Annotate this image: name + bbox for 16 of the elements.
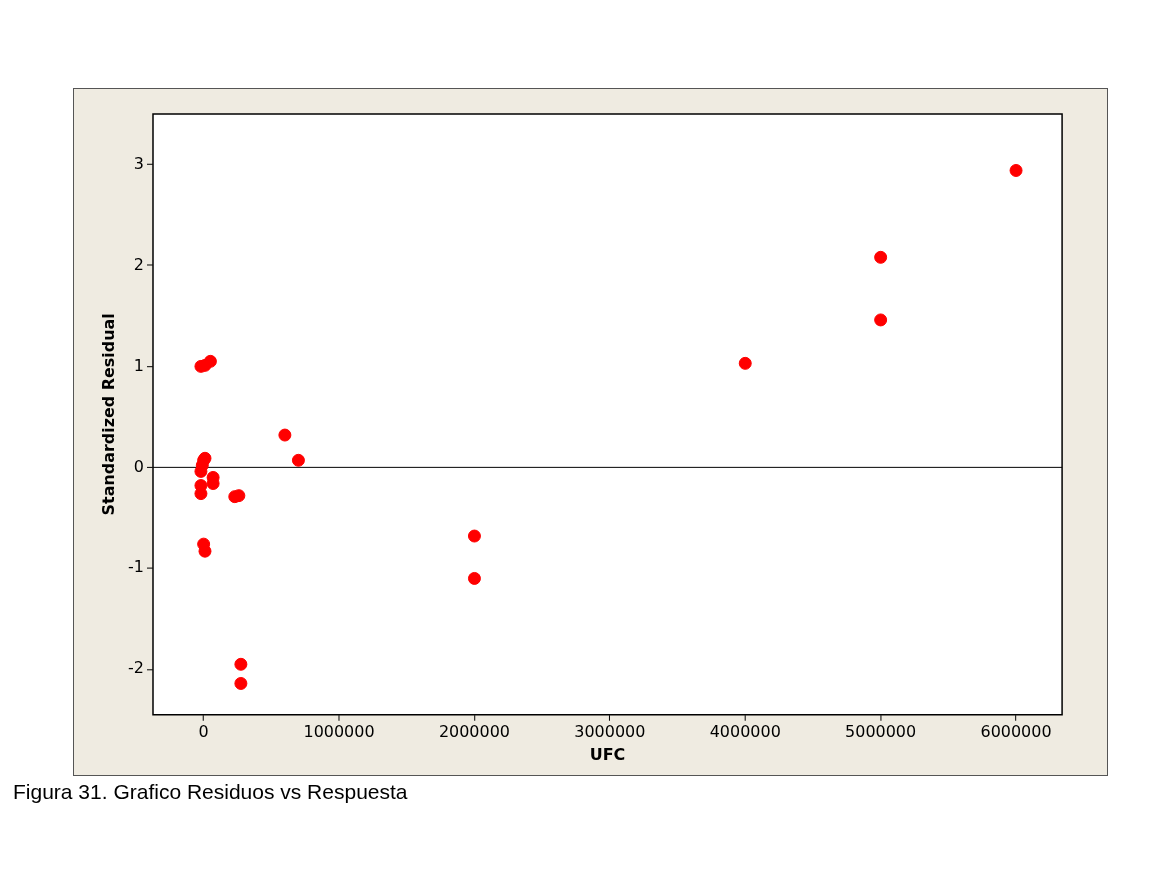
y-tick-label: -2 <box>128 658 145 678</box>
y-tick-label: -1 <box>128 557 145 577</box>
x-tick-label: 2000000 <box>438 722 510 742</box>
y-tick-label: 1 <box>133 355 145 375</box>
y-axis-title: Standardized Residual <box>98 313 118 516</box>
y-tick-label: 3 <box>133 153 145 173</box>
x-tick-label: 3000000 <box>574 722 646 742</box>
x-tick-label: 0 <box>198 722 209 742</box>
x-tick-label: 4000000 <box>709 722 781 742</box>
text: Figura 31. Grafico Residuos vs Respuesta <box>13 780 409 804</box>
x-tick-label: 5000000 <box>845 722 917 742</box>
y-tick-label: 2 <box>133 254 145 274</box>
x-tick-label: 6000000 <box>980 722 1052 742</box>
y-tick-label: 0 <box>133 456 145 476</box>
x-axis-title: UFC <box>589 744 626 764</box>
x-tick-label: 1000000 <box>303 722 375 742</box>
